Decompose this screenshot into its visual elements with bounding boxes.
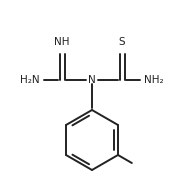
- Text: S: S: [119, 37, 125, 47]
- Text: NH₂: NH₂: [144, 75, 164, 85]
- Text: NH: NH: [54, 37, 70, 47]
- Text: H₂N: H₂N: [20, 75, 40, 85]
- Text: N: N: [88, 75, 96, 85]
